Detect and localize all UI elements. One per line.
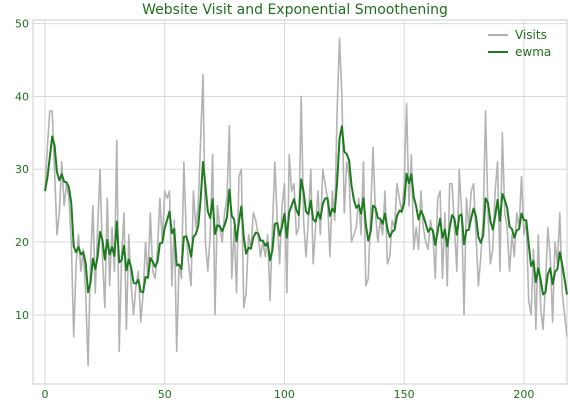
x-tick-label: 50 [158, 388, 172, 401]
series-line-visits [44, 37, 568, 367]
legend-label: Visits [515, 28, 547, 42]
y-tick-label: 50 [15, 18, 29, 31]
tick-labels: 0 50 100 150 200 10 20 30 40 50 [15, 18, 534, 401]
y-tick-label: 30 [15, 163, 29, 176]
legend: Visits ewma [488, 28, 551, 59]
x-tick-label: 100 [274, 388, 295, 401]
y-tick-label: 10 [15, 309, 29, 322]
x-tick-label: 150 [394, 388, 415, 401]
x-tick-label: 200 [513, 388, 534, 401]
y-tick-label: 40 [15, 90, 29, 103]
chart-title: Website Visit and Exponential Smoothenin… [142, 2, 448, 18]
y-tick-label: 20 [15, 236, 29, 249]
plot-frame [32, 19, 568, 385]
legend-label: ewma [515, 45, 551, 59]
series-line-ewma [43, 125, 568, 296]
series-layer [43, 37, 568, 367]
x-tick-label: 0 [41, 388, 48, 401]
